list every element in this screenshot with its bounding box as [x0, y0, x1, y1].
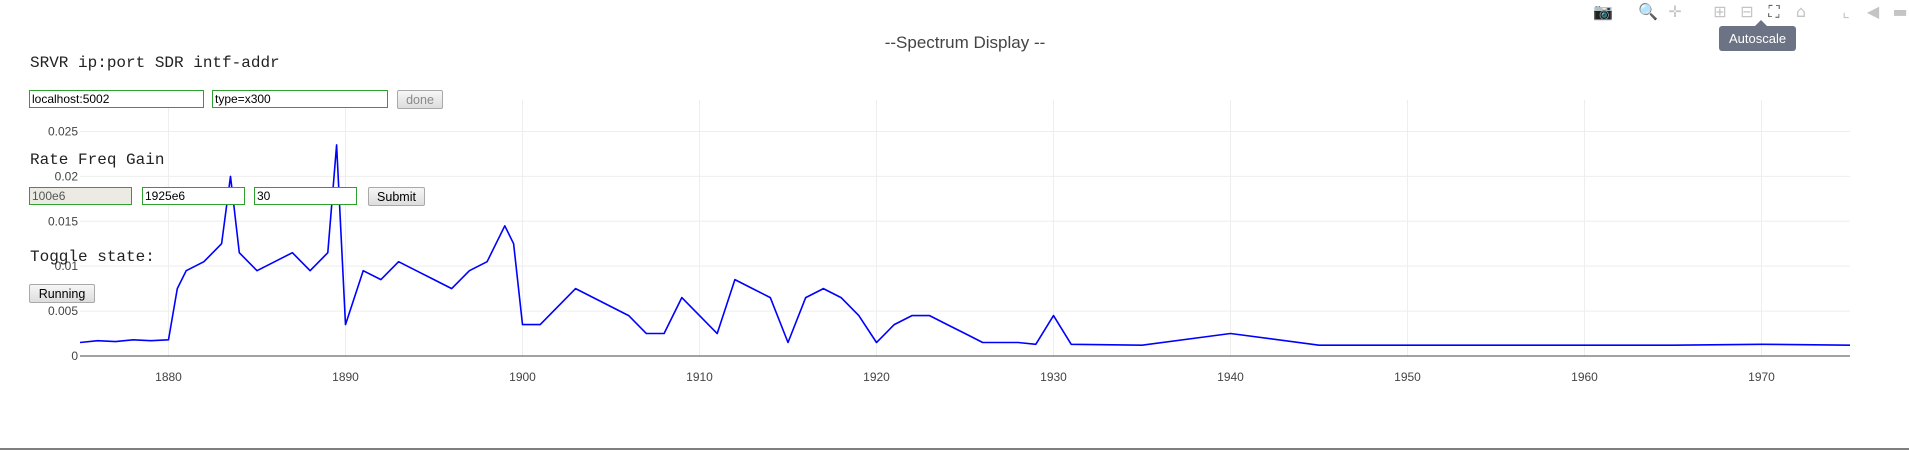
y-tick-label: 0.02 [55, 169, 79, 183]
x-tick-label: 1970 [1748, 370, 1775, 384]
rate-input[interactable] [29, 187, 132, 205]
trace-layer [79, 144, 1851, 347]
chart-title: --Spectrum Display -- [885, 33, 1046, 52]
hover-closest-icon[interactable]: ◀ [1866, 2, 1880, 21]
autoscale-icon[interactable]: ⛶ [1768, 2, 1780, 21]
camera-icon[interactable]: 📷 [1593, 2, 1613, 21]
y-tick-label: 0.01 [55, 259, 79, 273]
home-icon[interactable]: ⌂ [1795, 2, 1807, 21]
x-tick-label: 1910 [686, 370, 713, 384]
done-button[interactable]: done [397, 90, 443, 109]
axes: 1880 1890 1900 1910 1920 1930 1940 1950 1960 1970… [48, 124, 1850, 384]
y-tick-label: 0.005 [48, 304, 78, 318]
x-tick-label: 1890 [332, 370, 359, 384]
x-tick-label: 1880 [155, 370, 182, 384]
gain-input[interactable] [254, 187, 357, 205]
x-tick-label: 1900 [509, 370, 536, 384]
x-tick-label: 1920 [863, 370, 890, 384]
server-address-input[interactable] [29, 90, 204, 108]
x-tick-label: 1940 [1217, 370, 1244, 384]
grid-lines [80, 100, 1850, 356]
zoom-in-icon[interactable]: ⊞ [1713, 2, 1727, 21]
modebar: 📷 🔍 ✛ ⊞ ⊟ ⛶ ⌂ ⌞ ◀ ▬ [1593, 2, 1909, 22]
submit-button[interactable]: Submit [368, 187, 425, 206]
frequency-input[interactable] [142, 187, 245, 205]
toggle-form-label: Toggle state: [30, 248, 155, 266]
hover-compare-icon[interactable]: ▬ [1892, 2, 1908, 21]
y-tick-label: 0.025 [48, 124, 78, 138]
x-tick-label: 1930 [1040, 370, 1067, 384]
page-bottom-rule [0, 448, 1909, 450]
autoscale-tooltip: Autoscale [1719, 20, 1797, 51]
zoom-icon[interactable]: 🔍 [1638, 2, 1658, 21]
spectrum-trace [79, 144, 1851, 347]
spike-lines-icon[interactable]: ⌞ [1842, 2, 1850, 21]
x-tick-label: 1960 [1571, 370, 1598, 384]
pan-icon[interactable]: ✛ [1668, 2, 1682, 21]
radio-form-label: Rate Freq Gain [30, 151, 165, 169]
y-tick-label: 0 [71, 349, 78, 363]
server-form-label: SRVR ip:port SDR intf-addr [30, 54, 280, 72]
y-tick-label: 0.015 [48, 214, 78, 228]
sdr-interface-input[interactable] [212, 90, 388, 108]
zoom-out-icon[interactable]: ⊟ [1740, 2, 1754, 21]
toggle-running-button[interactable]: Running [29, 284, 95, 303]
x-tick-label: 1950 [1394, 370, 1421, 384]
